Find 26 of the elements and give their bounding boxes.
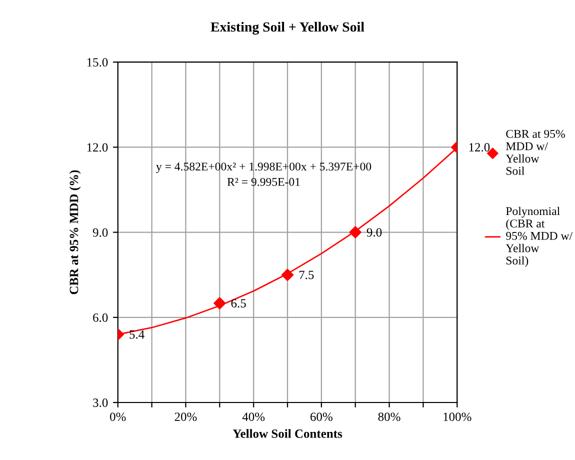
data-label: 12.0: [469, 143, 490, 152]
legend-label: Polynomial (CBR at 95% MDD w/ Yellow Soil): [506, 206, 573, 267]
x-tick-label: 20%: [174, 412, 197, 422]
y-tick-label: 12.0: [87, 143, 108, 152]
y-tick-label: 3.0: [93, 398, 108, 408]
data-label: 6.5: [231, 299, 246, 308]
annotation: y = 4.582E+00x² + 1.998E+00x + 5.397E+00: [156, 162, 372, 173]
x-tick-label: 40%: [242, 412, 265, 422]
y-tick-label: 15.0: [87, 58, 108, 67]
point: [349, 226, 362, 238]
y-tick-label: 9.0: [92, 228, 108, 237]
x-tick-label: 60%: [310, 412, 332, 422]
data-label: 7.5: [299, 270, 314, 280]
legend-label: CBR at 95% MDD w/ Yellow Soil: [506, 130, 565, 175]
annotation: R² = 9.995E-01: [227, 178, 300, 186]
y-axis-title: CBR at 95% MDD (%): [69, 170, 81, 294]
data-label: 5.4: [130, 330, 144, 339]
x-tick-label: 100%: [444, 412, 472, 422]
point: [281, 268, 294, 281]
chart-title: Existing Soil + Yellow Soil: [210, 22, 364, 35]
x-tick-label: 0%: [110, 412, 126, 422]
x-axis-title: Yellow Soil Contents: [232, 429, 342, 438]
x-tick-label: 80%: [378, 412, 400, 422]
point: [214, 297, 226, 310]
data-label: 9.0: [366, 228, 382, 237]
y-tick-label: 6.0: [93, 313, 108, 322]
